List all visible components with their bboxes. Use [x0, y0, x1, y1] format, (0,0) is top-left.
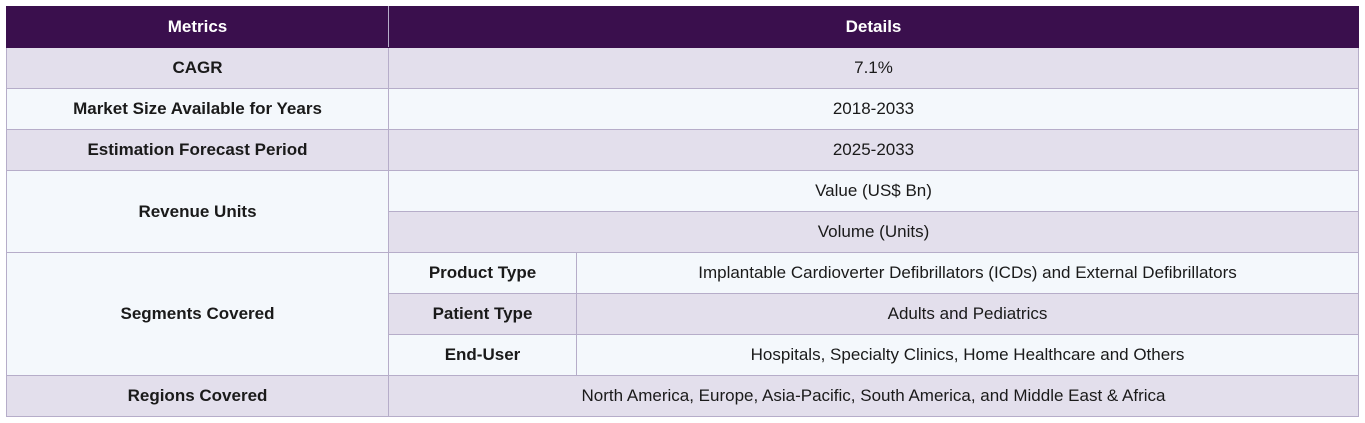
header-details: Details	[388, 6, 1359, 48]
row-revenue-units: Revenue Units Value (US$ Bn)	[6, 170, 1359, 253]
regions-covered-value: North America, Europe, Asia-Pacific, Sou…	[388, 375, 1359, 417]
row-regions: Regions Covered North America, Europe, A…	[6, 375, 1359, 417]
row-segment-patient-type: Patient Type Adults and Pediatrics	[7, 293, 1359, 335]
segment-product-type-value: Implantable Cardioverter Defibrillators …	[576, 252, 1359, 294]
segment-patient-type-value: Adults and Pediatrics	[576, 293, 1359, 335]
table-header-row: Metrics Details	[6, 6, 1359, 48]
segment-end-user-label: End-User	[388, 334, 577, 376]
header-metrics: Metrics	[6, 6, 389, 48]
cagr-label: CAGR	[6, 47, 389, 89]
revenue-units-value: Value (US$ Bn)	[388, 170, 1359, 212]
market-size-value: 2018-2033	[388, 88, 1359, 130]
row-cagr: CAGR 7.1%	[6, 47, 1359, 89]
revenue-units-volume: Volume (Units)	[388, 211, 1359, 253]
segment-end-user-value: Hospitals, Specialty Clinics, Home Healt…	[576, 334, 1359, 376]
segment-patient-type-label: Patient Type	[388, 293, 577, 335]
forecast-period-label: Estimation Forecast Period	[6, 129, 389, 171]
row-forecast-period: Estimation Forecast Period 2025-2033	[6, 129, 1359, 171]
row-segment-product-type: Segments Covered Product Type Implantabl…	[6, 252, 1359, 376]
row-market-size: Market Size Available for Years 2018-203…	[6, 88, 1359, 130]
revenue-units-label: Revenue Units	[6, 170, 389, 253]
segments-covered-label: Segments Covered	[6, 252, 389, 376]
row-segment-end-user: End-User Hospitals, Specialty Clinics, H…	[7, 334, 1359, 376]
row-revenue-units-2: Volume (Units)	[7, 211, 1359, 253]
forecast-period-value: 2025-2033	[388, 129, 1359, 171]
market-size-label: Market Size Available for Years	[6, 88, 389, 130]
regions-covered-label: Regions Covered	[6, 375, 389, 417]
cagr-value: 7.1%	[388, 47, 1359, 89]
report-metrics-table: Metrics Details CAGR 7.1% Market Size Av…	[6, 6, 1359, 417]
segment-product-type-label: Product Type	[388, 252, 577, 294]
